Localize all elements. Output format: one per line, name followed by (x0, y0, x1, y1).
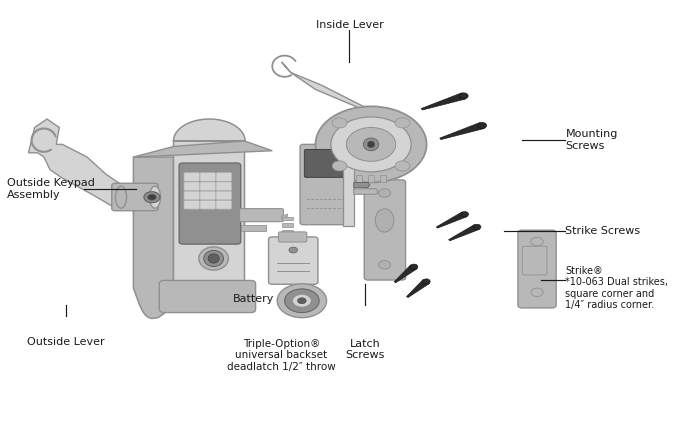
FancyBboxPatch shape (278, 232, 307, 242)
FancyBboxPatch shape (216, 191, 232, 200)
FancyBboxPatch shape (200, 191, 215, 200)
FancyBboxPatch shape (184, 201, 200, 209)
Circle shape (473, 224, 481, 229)
Text: Triple-Option®
universal backset
deadlatch 1/2″ throw: Triple-Option® universal backset deadlat… (227, 339, 336, 372)
Ellipse shape (368, 141, 375, 148)
Bar (368, 175, 374, 182)
Circle shape (531, 288, 543, 296)
Circle shape (461, 212, 468, 217)
FancyBboxPatch shape (184, 173, 200, 181)
Circle shape (531, 237, 543, 246)
Polygon shape (436, 212, 467, 228)
FancyBboxPatch shape (184, 191, 200, 200)
Polygon shape (406, 279, 430, 298)
FancyBboxPatch shape (240, 209, 284, 222)
FancyBboxPatch shape (269, 237, 318, 284)
FancyBboxPatch shape (216, 173, 232, 181)
Text: Outside Lever: Outside Lever (26, 337, 104, 347)
FancyBboxPatch shape (216, 182, 232, 190)
FancyBboxPatch shape (364, 180, 406, 280)
Polygon shape (282, 62, 365, 107)
Circle shape (332, 118, 347, 128)
FancyBboxPatch shape (179, 163, 241, 244)
Ellipse shape (204, 251, 223, 267)
FancyBboxPatch shape (159, 280, 256, 312)
Circle shape (331, 117, 411, 172)
Polygon shape (282, 214, 288, 218)
Bar (380, 175, 387, 182)
Circle shape (284, 289, 319, 312)
Ellipse shape (199, 247, 228, 270)
Bar (282, 217, 292, 220)
Polygon shape (133, 157, 173, 318)
FancyBboxPatch shape (184, 182, 200, 190)
Text: Inside Lever: Inside Lever (315, 20, 383, 30)
Bar (355, 175, 362, 182)
Ellipse shape (150, 186, 160, 208)
Polygon shape (28, 119, 127, 208)
Circle shape (478, 123, 487, 128)
Polygon shape (394, 265, 417, 283)
Polygon shape (421, 93, 466, 110)
FancyBboxPatch shape (200, 201, 215, 209)
Polygon shape (354, 189, 378, 194)
Polygon shape (343, 142, 354, 226)
Bar (242, 225, 266, 231)
Circle shape (378, 189, 391, 197)
Circle shape (347, 128, 396, 161)
Circle shape (395, 118, 410, 128)
Circle shape (315, 106, 427, 182)
FancyBboxPatch shape (200, 182, 215, 190)
Polygon shape (440, 123, 484, 139)
Circle shape (332, 161, 347, 171)
Circle shape (298, 298, 306, 304)
Ellipse shape (364, 138, 378, 151)
FancyBboxPatch shape (300, 145, 353, 225)
Circle shape (292, 294, 311, 307)
Text: Battery: Battery (233, 294, 274, 304)
Bar (282, 223, 292, 227)
FancyBboxPatch shape (522, 246, 547, 275)
Ellipse shape (208, 254, 219, 263)
Polygon shape (173, 119, 245, 298)
Bar (282, 230, 292, 233)
FancyBboxPatch shape (305, 149, 348, 177)
Text: Latch
Screws: Latch Screws (345, 339, 385, 360)
FancyBboxPatch shape (518, 230, 556, 308)
Text: Strike Screws: Strike Screws (565, 226, 640, 236)
Circle shape (289, 247, 298, 253)
Polygon shape (354, 182, 370, 187)
Circle shape (277, 284, 326, 318)
Circle shape (148, 194, 156, 200)
FancyBboxPatch shape (216, 201, 232, 209)
Circle shape (410, 264, 418, 269)
Circle shape (378, 261, 391, 269)
Circle shape (459, 93, 468, 99)
Circle shape (422, 279, 430, 284)
Circle shape (395, 161, 410, 171)
Text: Strike®
*10-063 Dual strikes,
square corner and
1/4″ radius corner.: Strike® *10-063 Dual strikes, square cor… (565, 266, 668, 310)
Polygon shape (133, 141, 272, 157)
FancyBboxPatch shape (112, 183, 158, 211)
Text: Outside Keypad
Assembly: Outside Keypad Assembly (7, 178, 95, 200)
FancyBboxPatch shape (200, 173, 215, 181)
Polygon shape (449, 224, 479, 241)
Ellipse shape (116, 186, 127, 208)
Circle shape (144, 192, 160, 203)
Text: Mounting
Screws: Mounting Screws (565, 129, 618, 151)
Ellipse shape (375, 209, 394, 232)
